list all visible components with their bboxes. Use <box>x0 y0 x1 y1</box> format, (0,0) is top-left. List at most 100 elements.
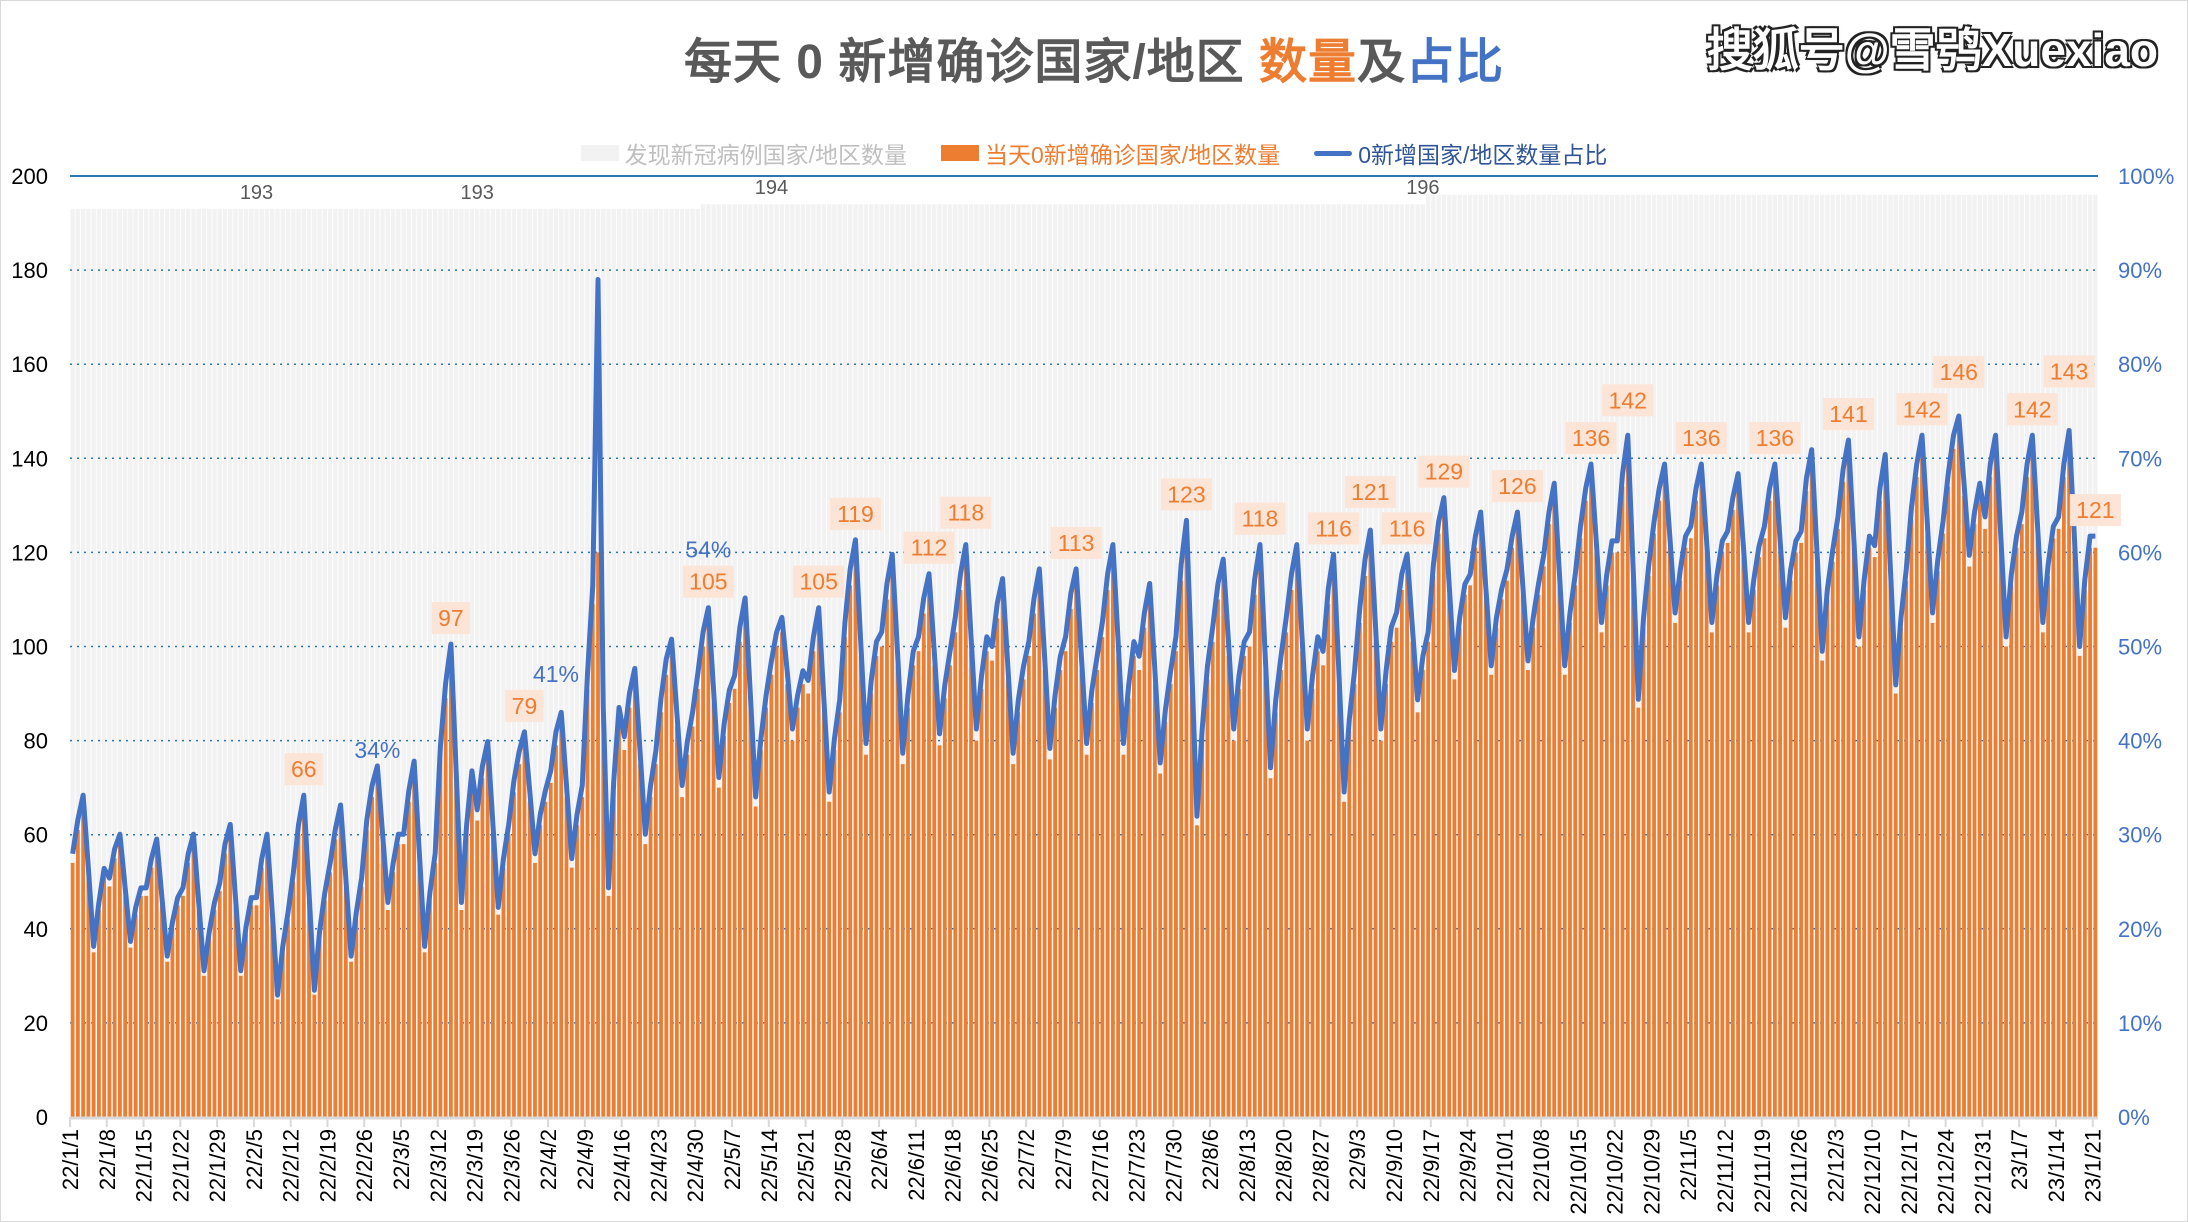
total-bar <box>1089 204 1095 1118</box>
y-right-tick-label: 20% <box>2118 917 2162 942</box>
count-bar <box>1788 580 1793 1117</box>
count-bar <box>1725 542 1730 1117</box>
total-bar <box>900 204 905 1118</box>
count-bar <box>1331 571 1336 1117</box>
total-bar <box>611 208 616 1117</box>
count-bar <box>2072 547 2077 1117</box>
count-bar <box>559 726 564 1117</box>
count-bar <box>1704 552 1709 1117</box>
count-data-label-bg <box>903 531 955 564</box>
total-bar <box>249 208 254 1117</box>
count-bar <box>1163 721 1168 1117</box>
total-data-label: 196 <box>1406 177 1439 199</box>
total-bar <box>1320 204 1326 1118</box>
count-bar <box>1993 448 1998 1117</box>
count-bar <box>937 745 942 1117</box>
count-bar <box>1142 627 1147 1117</box>
total-bar <box>254 208 259 1117</box>
x-tick-label: 22/5/14 <box>757 1129 782 1202</box>
count-bar <box>1242 655 1247 1117</box>
total-bar <box>674 208 680 1117</box>
count-bar <box>1998 547 2003 1117</box>
count-data-label: 136 <box>1572 425 1610 451</box>
count-bar <box>780 632 784 1117</box>
count-bar <box>1420 670 1425 1117</box>
count-bar <box>301 806 306 1117</box>
total-bar <box>348 208 354 1117</box>
x-tick-label: 22/11/26 <box>1787 1129 1812 1213</box>
total-bar <box>795 204 800 1118</box>
count-bar <box>1641 627 1646 1117</box>
count-bar <box>375 778 380 1117</box>
x-tick-label: 22/6/18 <box>941 1129 966 1202</box>
x-tick-label: 23/1/14 <box>2044 1129 2069 1202</box>
total-bar <box>196 208 201 1117</box>
total-bar <box>275 208 280 1117</box>
total-bar <box>369 208 375 1117</box>
count-bar <box>1484 599 1488 1117</box>
legend-swatch-percent <box>1314 150 1353 156</box>
x-tick-label: 22/9/24 <box>1456 1129 1481 1202</box>
total-bar <box>1415 204 1420 1118</box>
count-data-label-bg <box>505 689 544 722</box>
count-bar <box>680 797 684 1117</box>
x-tick-label: 22/10/1 <box>1492 1129 1517 1202</box>
count-bar <box>811 651 816 1117</box>
count-bar <box>1615 552 1620 1117</box>
legend-label-count: 当天0新增确诊国家/地区数量 <box>985 142 1281 168</box>
count-bar <box>596 552 600 1117</box>
count-bar <box>1268 778 1273 1117</box>
count-bar <box>1941 533 1945 1117</box>
x-tick-label: 22/6/11 <box>904 1129 929 1201</box>
total-bar <box>112 208 117 1117</box>
count-bar <box>1557 585 1562 1117</box>
count-bar <box>280 952 285 1117</box>
count-bar <box>396 844 401 1117</box>
total-bar <box>312 208 317 1117</box>
count-bar <box>1205 679 1210 1117</box>
total-bar <box>327 208 333 1117</box>
total-bar <box>301 208 307 1117</box>
count-bar <box>1137 670 1142 1117</box>
total-bar <box>417 208 422 1117</box>
count-data-label: 79 <box>512 693 538 719</box>
x-tick-label: 22/8/6 <box>1198 1129 1223 1190</box>
count-bar <box>391 872 396 1117</box>
count-bar <box>1347 731 1352 1117</box>
count-bar <box>291 881 296 1117</box>
total-bar <box>1305 204 1310 1118</box>
count-bar <box>1441 510 1446 1117</box>
total-bar <box>180 208 186 1117</box>
count-bar <box>1899 627 1903 1117</box>
count-bar <box>1058 670 1063 1117</box>
y-right-tick-label: 70% <box>2118 446 2162 471</box>
x-tick-label: 22/10/22 <box>1603 1129 1628 1215</box>
count-bar <box>895 665 900 1117</box>
count-bar <box>843 637 847 1117</box>
total-bar <box>627 208 632 1117</box>
total-bar <box>937 204 942 1118</box>
total-bar <box>474 208 480 1117</box>
count-bar <box>911 665 916 1117</box>
count-bar <box>1699 477 1704 1117</box>
count-bar <box>1221 575 1226 1117</box>
total-bar <box>763 204 769 1118</box>
count-bar <box>312 994 317 1117</box>
count-bar <box>175 905 180 1117</box>
total-bar <box>385 208 391 1117</box>
count-bar <box>317 938 322 1117</box>
count-bar <box>580 797 585 1117</box>
count-bar <box>1794 552 1798 1117</box>
total-bar <box>422 208 427 1117</box>
y-right-tick-label: 80% <box>2118 352 2162 377</box>
total-bar <box>653 208 659 1117</box>
count-data-label-bg <box>2043 355 2095 388</box>
count-bar <box>333 839 338 1117</box>
count-bar <box>2077 655 2082 1117</box>
count-bar <box>1841 481 1846 1117</box>
count-bar <box>916 651 921 1117</box>
total-bar <box>1200 204 1205 1118</box>
count-bar <box>1652 533 1656 1117</box>
count-bar <box>832 750 837 1117</box>
count-data-label-bg <box>1050 526 1102 559</box>
